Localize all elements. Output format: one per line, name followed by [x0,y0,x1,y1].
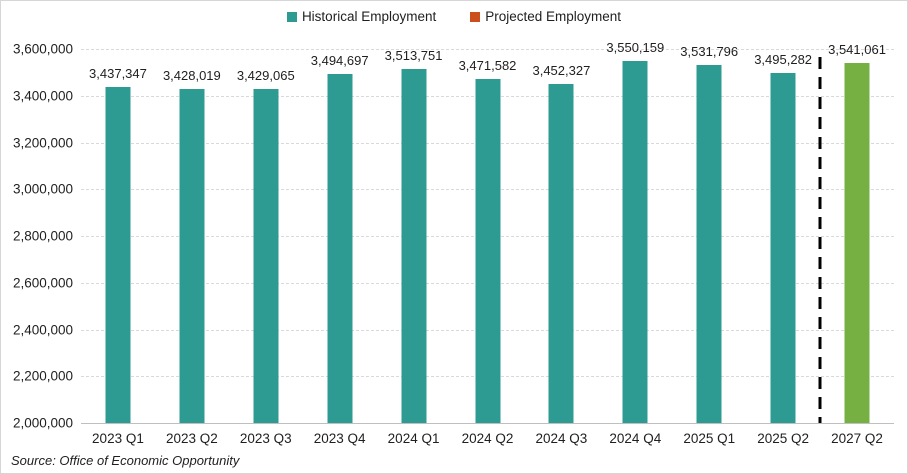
plot-area: 3,437,347 2023 Q1 3,428,019 2023 Q2 3,429,06… [81,40,894,446]
legend-label: Historical Employment [301,9,437,24]
legend-swatch-icon [286,11,297,22]
y-tick-label: 2,200,000 [12,368,73,384]
legend-swatch-icon [470,11,481,22]
legend-item-historical: Historical Employment [286,9,437,24]
chart-legend: Historical Employment Projected Employmen… [1,9,907,24]
y-tick-label: 2,000,000 [12,415,73,431]
historical-bar [105,87,131,423]
legend-label: Projected Employment [485,9,622,24]
source-note: Source: Office of Economic Opportunity [11,453,240,468]
x-tick-label: 2024 Q2 [461,431,514,446]
historical-bar [179,89,205,423]
bar-value-label: 3,541,061 [828,41,886,57]
historical-bar [401,69,427,423]
x-tick-label: 2023 Q2 [165,431,218,446]
bar-value-label: 3,494,697 [310,52,369,68]
x-tick-label: 2024 Q1 [387,431,440,446]
legend-item-projected: Projected Employment [470,9,621,24]
y-tick-label: 3,000,000 [12,181,73,197]
projection-divider-line [818,57,822,423]
y-tick-label: 3,600,000 [12,41,73,57]
x-tick-label: 2023 Q4 [313,431,366,446]
y-tick-label: 2,800,000 [12,228,73,244]
x-tick-label: 2023 Q1 [92,431,144,446]
bar-value-label: 3,471,582 [458,58,517,74]
historical-bar [253,88,279,423]
x-tick-label: 2023 Q3 [239,431,292,446]
bar-value-label: 3,428,019 [162,68,221,84]
historical-bar [475,79,500,423]
bar-value-label: 3,513,751 [384,48,443,64]
x-tick-label: 2024 Q3 [535,431,588,446]
x-tick-label: 2027 Q2 [831,431,883,446]
bar-value-label: 3,531,796 [680,43,739,59]
historical-bar [327,73,353,423]
y-axis: 3,600,000 3,400,000 3,200,000 3,000,000 2,80… [1,42,73,431]
y-tick-label: 2,400,000 [12,322,73,337]
gridline [81,49,894,50]
bar-value-label: 3,495,282 [754,52,813,68]
y-tick-label: 2,600,000 [12,275,73,291]
historical-bar [770,73,796,423]
bar-value-label: 3,550,159 [606,39,665,55]
x-tick-label: 2024 Q4 [609,431,662,446]
historical-bar [548,83,574,423]
x-axis-line [81,423,894,424]
bar-value-label: 3,437,347 [89,66,147,82]
y-tick-label: 3,200,000 [12,135,73,150]
historical-bar [622,60,648,423]
historical-bar [696,64,722,423]
y-tick-label: 3,400,000 [12,88,73,104]
x-tick-label: 2025 Q2 [757,431,810,446]
x-tick-label: 2025 Q1 [683,431,736,446]
bar-value-label: 3,429,065 [236,67,295,83]
bar-value-label: 3,452,327 [532,62,591,78]
projected-bar [844,62,870,423]
